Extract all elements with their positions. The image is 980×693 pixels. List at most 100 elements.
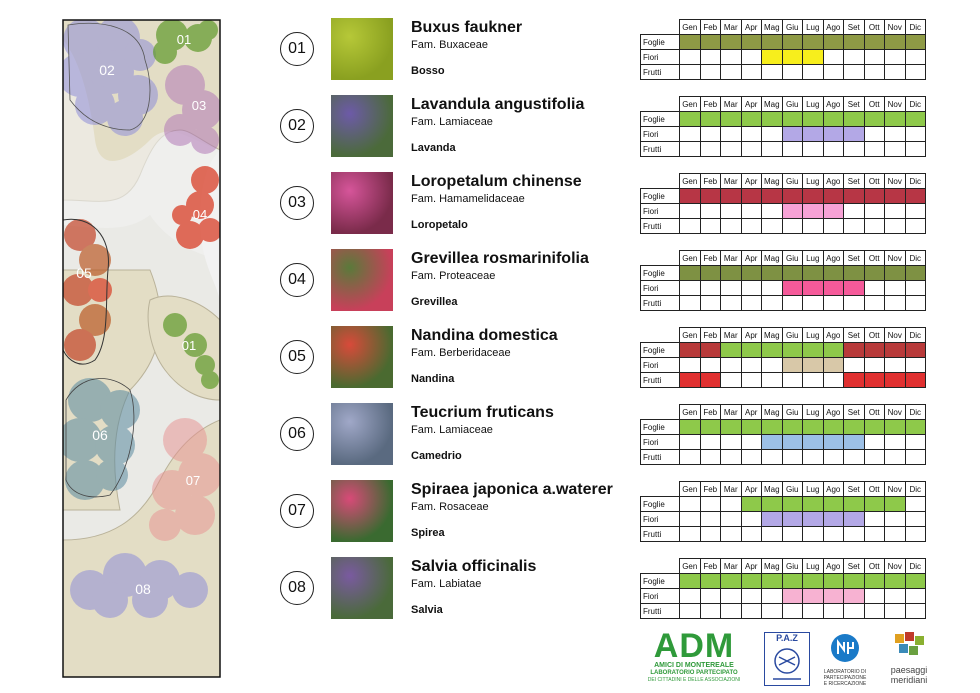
calendar-cell: [843, 265, 865, 281]
month-header: Dic: [904, 96, 926, 112]
calendar-cell: [822, 218, 844, 234]
calendar-cell: [720, 203, 742, 219]
calendar-row-label: Foglie: [640, 265, 680, 281]
calendar-cell: [679, 573, 701, 589]
plant-number-badge: 08: [280, 571, 314, 605]
calendar-cell: [781, 342, 803, 358]
month-header: Set: [843, 558, 865, 574]
calendar-cell: [761, 280, 783, 296]
calendar-cell: [904, 141, 926, 157]
month-header: Apr: [740, 327, 762, 343]
plant-name: Salvia officinalis: [411, 558, 537, 575]
calendar-row-label: Foglie: [640, 342, 680, 358]
month-header: Giu: [781, 96, 803, 112]
adm-title: ADM: [653, 627, 735, 665]
plant-common-name: Bosso: [411, 65, 445, 77]
calendar-cell: [781, 357, 803, 373]
calendar-row-label: Fiori: [640, 588, 680, 604]
calendar-cell: [740, 434, 762, 450]
calendar-cell: [740, 449, 762, 465]
calendar-cell: [699, 526, 721, 542]
calendar-corner: [640, 173, 680, 189]
plant-number-badge: 02: [280, 109, 314, 143]
calendar-cell: [843, 34, 865, 50]
calendar-row-label: Fiori: [640, 357, 680, 373]
calendar-cell: [904, 34, 926, 50]
zone-label: 08: [135, 581, 151, 597]
calendar-cell: [822, 188, 844, 204]
calendar-cell: [679, 203, 701, 219]
plant-number-badge: 01: [280, 32, 314, 66]
calendar-cell: [781, 496, 803, 512]
calendar-cell: [802, 511, 824, 527]
calendar-cell: [822, 203, 844, 219]
calendar-cell: [843, 372, 865, 388]
calendar-cell: [720, 141, 742, 157]
calendar-cell: [740, 126, 762, 142]
calendar-row-label: Fiori: [640, 511, 680, 527]
calendar-cell: [802, 34, 824, 50]
calendar-cell: [802, 372, 824, 388]
calendar-cell: [761, 526, 783, 542]
calendar-cell: [863, 188, 885, 204]
plant-name: Grevillea rosmarinifolia: [411, 250, 589, 267]
calendar-cell: [802, 111, 824, 127]
calendar-cell: [802, 49, 824, 65]
month-header: Mag: [761, 173, 783, 189]
month-header: Nov: [884, 558, 906, 574]
calendar-cell: [822, 64, 844, 80]
calendar-cell: [802, 419, 824, 435]
month-header: Mar: [720, 481, 742, 497]
calendar-cell: [699, 64, 721, 80]
month-header: Apr: [740, 19, 762, 35]
plant-photo: [331, 18, 393, 80]
calendar-cell: [822, 496, 844, 512]
calendar-cell: [843, 573, 865, 589]
plant-photo: [331, 403, 393, 465]
zone-06-outline: [65, 378, 135, 498]
month-header: Ago: [822, 404, 844, 420]
calendar-cell: [884, 511, 906, 527]
month-header: Giu: [781, 173, 803, 189]
calendar-cell: [822, 449, 844, 465]
calendar-cell: [843, 434, 865, 450]
calendar-row-label: Frutti: [640, 64, 680, 80]
calendar-cell: [679, 126, 701, 142]
plant-name: Spiraea japonica a.waterer: [411, 481, 613, 498]
month-header: Mag: [761, 481, 783, 497]
plant-common-name: Lavanda: [411, 142, 456, 154]
calendar-row-label: Frutti: [640, 603, 680, 619]
calendar-row-label: Foglie: [640, 419, 680, 435]
calendar-cell: [699, 141, 721, 157]
paesaggi-meridiani-logo: paesaggi meridiani: [884, 630, 934, 686]
calendar-cell: [904, 280, 926, 296]
calendar-cell: [699, 203, 721, 219]
calendar-cell: [843, 449, 865, 465]
calendar-cell: [781, 603, 803, 619]
zone-label: 01: [182, 338, 196, 353]
calendar-cell: [740, 218, 762, 234]
calendar-cell: [761, 434, 783, 450]
calendar-cell: [802, 357, 824, 373]
plant-photo: [331, 480, 393, 542]
calendar-row-label: Foglie: [640, 496, 680, 512]
calendar-cell: [863, 203, 885, 219]
plant-photo: [331, 557, 393, 619]
calendar-cell: [699, 280, 721, 296]
calendar-cell: [884, 188, 906, 204]
plant-name: Teucrium fruticans: [411, 404, 554, 421]
month-header: Ott: [863, 481, 885, 497]
calendar-cell: [781, 64, 803, 80]
plant-photo: [331, 172, 393, 234]
calendar-cell: [884, 588, 906, 604]
plant-name: Loropetalum chinense: [411, 173, 582, 190]
zone-01-top: [153, 20, 218, 64]
calendar-cell: [740, 573, 762, 589]
calendar-cell: [904, 64, 926, 80]
calendar-cell: [843, 188, 865, 204]
month-header: Mar: [720, 173, 742, 189]
calendar-cell: [904, 188, 926, 204]
calendar-cell: [740, 49, 762, 65]
paesaggi-emblem-icon: [895, 632, 924, 655]
calendar-cell: [761, 203, 783, 219]
